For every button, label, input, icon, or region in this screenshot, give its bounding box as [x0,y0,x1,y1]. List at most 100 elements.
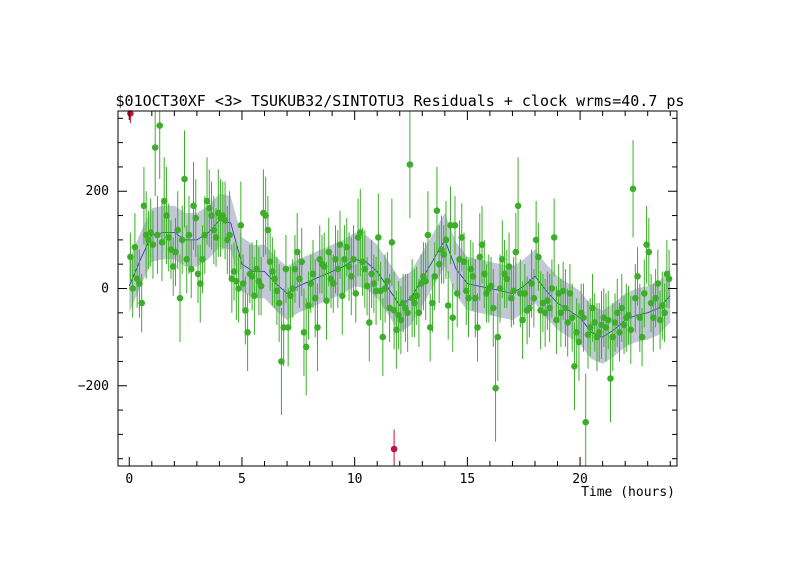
data-point [302,343,310,351]
data-point [221,217,229,224]
data-point [406,161,414,168]
data-point [224,236,231,244]
data-point [632,294,639,302]
data-point [638,333,646,341]
data-point [602,324,610,331]
data-point [350,255,357,263]
data-point [375,234,382,241]
data-point [607,375,614,382]
data-point [206,205,213,212]
data-point [154,231,161,239]
data-point [462,287,470,295]
data-point [492,384,499,392]
data-point [629,185,637,193]
data-point [431,273,439,280]
data-point [368,270,375,278]
data-point [181,175,188,183]
data-point [444,302,452,309]
data-point [435,260,443,268]
data-point [546,304,553,312]
data-point [433,207,441,214]
data-point [503,275,511,283]
data-point [643,241,650,248]
data-point [307,280,315,287]
data-point [149,241,157,248]
data-point [521,290,529,297]
data-point [654,280,662,287]
data-point [343,243,351,251]
data-point [422,277,430,285]
data-point [548,285,556,292]
data-point [544,297,551,305]
clock-band-area [129,193,671,364]
data-point [541,309,549,317]
data-point [203,197,211,205]
data-point [472,294,479,302]
data-point [323,297,330,305]
data-point [140,202,148,210]
data-point [332,255,339,263]
y-tick-label: 0 [101,282,109,297]
data-point [474,324,481,331]
data-point [535,253,542,261]
data-point [370,280,378,287]
data-point [237,222,245,229]
data-point [614,309,621,317]
data-point [366,319,373,326]
data-point [449,314,457,322]
data-point [248,273,256,280]
data-point [145,236,152,244]
x-tick-label: 0 [125,472,133,487]
data-point [505,263,513,270]
data-point [519,316,526,324]
data-point [532,236,540,244]
data-point [127,253,134,261]
data-point [514,202,522,210]
data-point [269,268,276,275]
data-point [379,333,387,341]
data-point [194,270,202,278]
data-point [611,319,619,326]
data-point [577,309,585,317]
data-point [160,197,168,205]
data-point [334,265,342,273]
data-point [233,277,240,285]
data-point [390,307,398,314]
data-point [424,231,432,239]
data-point [348,273,355,280]
data-point [458,234,466,241]
data-point [568,314,576,322]
data-point [627,326,635,334]
data-point [591,319,598,326]
data-point [528,280,535,287]
residual-points [127,110,673,466]
data-point [345,263,353,270]
data-point [262,212,269,219]
data-point [339,292,346,300]
data-point [275,299,283,307]
data-point [208,212,215,219]
data-point [550,234,558,241]
data-point [178,236,186,244]
data-point [494,333,502,341]
data-point [589,304,596,312]
data-point [469,273,477,280]
data-point [136,280,143,287]
data-point [526,304,533,312]
data-point [465,294,472,302]
data-point [293,248,301,256]
data-point [420,273,427,280]
data-point [508,294,515,302]
data-point [499,255,506,263]
data-point [530,294,538,302]
data-point [595,329,603,336]
data-point [618,304,626,312]
data-point [393,326,400,334]
data-point [605,316,612,324]
data-point [271,275,279,283]
data-point [413,292,421,300]
data-point [325,248,333,256]
data-point [192,214,200,222]
data-point [320,263,328,270]
